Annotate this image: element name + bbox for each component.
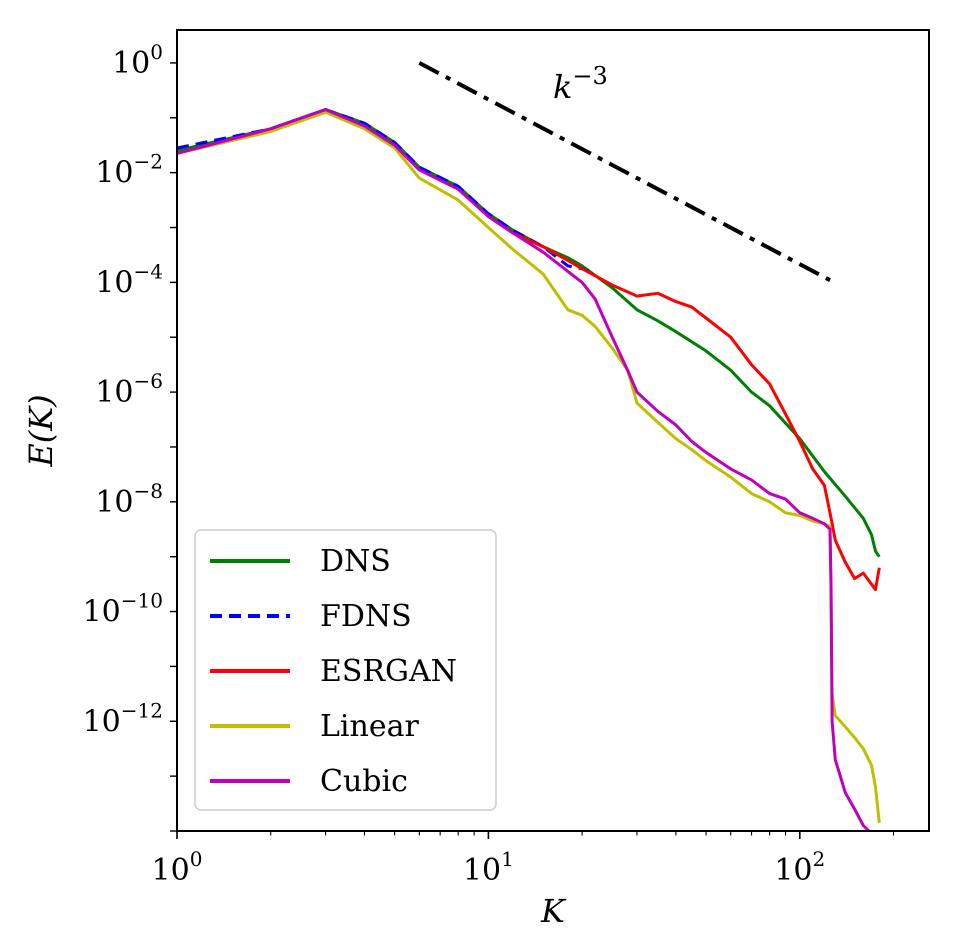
series-line-linear xyxy=(177,110,881,823)
y-tick-label: 10−12 xyxy=(83,698,163,739)
legend-box xyxy=(194,529,497,811)
x-tick-label: 101 xyxy=(463,847,514,888)
annotation-layer: k−3 xyxy=(418,61,831,282)
reference-slope-line xyxy=(418,61,831,282)
y-tick-label: 10−6 xyxy=(95,369,163,410)
y-tick-label: 10−4 xyxy=(95,259,163,300)
series-line-dns xyxy=(177,108,881,558)
x-tick-label: 102 xyxy=(774,847,825,888)
series-line-cubic xyxy=(177,108,871,831)
series-line-esrgan xyxy=(487,215,881,592)
y-axis-ticks: 100 10−2 10−4 10−6 10−8 10−10 10−12 xyxy=(83,40,177,832)
y-tick-label: 100 xyxy=(112,40,163,81)
y-tick-label: 10−10 xyxy=(83,589,163,630)
axes-frame xyxy=(176,29,930,832)
legend: DNS FDNS ESRGAN Linear Cubic xyxy=(194,529,497,811)
y-tick-label: 10−2 xyxy=(95,150,163,191)
series-line-fdns xyxy=(177,108,590,273)
y-tick-label: 10−8 xyxy=(95,479,163,520)
x-axis-ticks: 100 101 102 xyxy=(152,831,895,888)
legend-label-cubic: Cubic xyxy=(320,764,408,799)
legend-label-linear: Linear xyxy=(320,709,419,744)
series-layer xyxy=(177,108,881,831)
y-axis-label: E(K) xyxy=(22,394,60,467)
legend-label-fdns: FDNS xyxy=(320,599,412,634)
reference-slope-label: k−3 xyxy=(553,62,608,106)
legend-label-dns: DNS xyxy=(320,544,391,579)
x-axis-label: K xyxy=(540,892,567,930)
legend-label-esrgan: ESRGAN xyxy=(320,654,457,689)
x-tick-label: 100 xyxy=(152,847,203,888)
